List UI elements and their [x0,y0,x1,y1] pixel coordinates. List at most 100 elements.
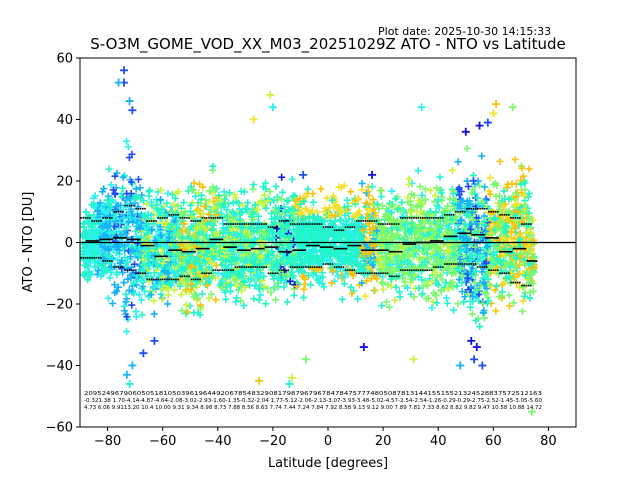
upper-sigma-dot [124,204,126,207]
scatter-point [226,287,234,295]
scatter-point [262,300,270,308]
scatter-point [110,207,118,215]
lower-sigma-dot [205,272,208,275]
scatter-point [518,307,526,315]
scatter-point [325,204,333,212]
scatter-point [460,298,468,306]
lower-sigma-dot [177,278,179,281]
scatter-point [255,296,263,304]
scatter-point [254,212,262,220]
scatter-point [221,195,229,203]
lower-sigma-dot [333,266,336,268]
scatter-point [240,188,248,196]
scatter-point [407,234,415,242]
scatter-point [273,213,281,221]
upper-sigma-dot [183,217,186,219]
lower-sigma-dot [510,281,512,284]
scatter-point [415,254,423,262]
upper-sigma-dot [507,214,510,216]
upper-sigma-dot [404,217,406,219]
x-tick-label: −20 [259,434,286,449]
scatter-point [486,174,494,182]
scatter-point [272,182,280,190]
scatter-point [425,219,433,227]
upper-sigma-dot [263,223,265,225]
scatter-point [162,285,170,293]
upper-sigma-dot [283,220,285,222]
upper-sigma-dot [408,217,411,219]
y-tick-label: −40 [46,359,73,374]
upper-sigma-dot [197,220,199,222]
upper-sigma-dot [329,226,332,228]
scatter-point [273,262,281,270]
scatter-point [260,283,268,291]
scatter-point [508,180,516,188]
scatter-point [422,295,430,303]
lower-sigma-dot [194,278,197,281]
upper-sigma-dot [503,214,506,216]
scatter-point [183,308,191,316]
upper-sigma-dot [410,217,413,219]
lower-sigma-dot [318,266,320,268]
scatter-point [434,281,442,289]
lower-sigma-dot [448,263,451,265]
upper-sigma-dot [269,226,272,228]
lower-sigma-dot [119,266,122,268]
scatter-point [360,271,368,279]
lower-sigma-dot [117,266,120,268]
scatter-point [234,286,242,294]
upper-sigma-dot [463,210,466,213]
upper-sigma-dot [298,223,301,225]
upper-sigma-dot [166,217,168,219]
scatter-point [339,220,347,228]
lower-sigma-dot [250,266,252,268]
upper-sigma-dot [148,220,151,222]
upper-sigma-dot [406,217,409,219]
scatter-point [90,211,98,219]
scatter-point [519,283,527,291]
scatter-point [395,255,403,263]
upper-sigma-dot [477,207,479,210]
scatter-point [122,298,130,306]
stats-block: 2095249679060505181050396196449206785483… [84,391,543,411]
upper-sigma-dot [388,223,391,225]
scatter-point [384,281,392,289]
scatter-point [123,190,131,198]
scatter-point [476,182,484,190]
scatter-point [121,224,129,232]
scatter-point [351,256,359,264]
scatter-point [469,293,477,301]
scatter-point [226,189,234,197]
scatter-point [207,290,215,298]
scatter-point [175,267,183,275]
scatter-point [145,192,153,200]
upper-sigma-dot [518,217,521,219]
scatter-point [416,183,424,191]
scatter-point [202,217,210,225]
lower-sigma-dot [382,272,384,275]
scatter-point [288,175,296,183]
lower-sigma-dot [419,269,422,271]
upper-sigma-dot [433,217,435,219]
lower-sigma-dot [183,275,186,278]
scatter-point [203,220,211,228]
x-axis-label: Latitude [degrees] [268,456,388,471]
scatter-point [201,258,209,266]
upper-sigma-dot [82,217,85,219]
lower-sigma-dot [179,275,182,278]
scatter-point [328,196,336,204]
scatter-point [308,206,316,214]
scatter-point [408,247,416,255]
lower-sigma-dot [166,278,168,281]
scatter-point [150,310,158,318]
lower-sigma-dot [329,263,332,265]
lower-sigma-dot [104,260,107,262]
lower-sigma-dot [181,275,184,278]
scatter-point [80,252,87,260]
lower-sigma-dot [355,272,358,275]
upper-sigma-dot [428,217,431,219]
lower-sigma-dot [192,278,195,281]
scatter-point [81,232,89,240]
upper-sigma-dot [386,223,389,225]
scatter-point [173,220,181,228]
